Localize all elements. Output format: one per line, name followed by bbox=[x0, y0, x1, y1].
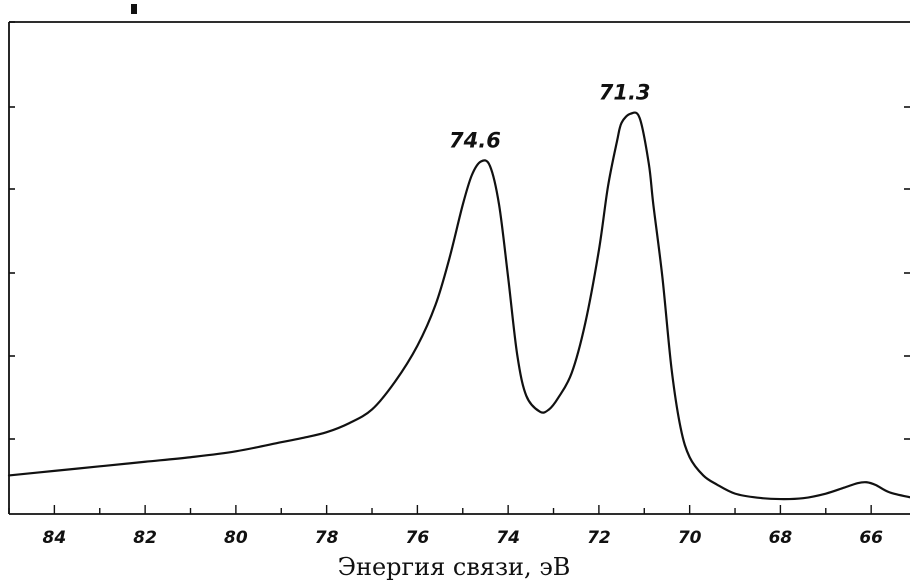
x-axis-title: Энергия связи, эВ bbox=[338, 553, 571, 581]
x-tick-label: 76 bbox=[406, 528, 430, 548]
plot-frame bbox=[8, 4, 910, 515]
x-tick-label: 84 bbox=[43, 528, 67, 548]
x-tick-label: 80 bbox=[224, 528, 248, 548]
x-tick-label: 70 bbox=[678, 528, 702, 548]
x-tick-label: 74 bbox=[496, 528, 520, 548]
x-tick-label: 68 bbox=[769, 528, 793, 548]
spectrum-line-0 bbox=[7, 111, 910, 501]
x-tick-label: 82 bbox=[133, 528, 157, 548]
x-tick-label: 66 bbox=[859, 528, 883, 548]
peak-label-1: 71.3 bbox=[599, 81, 651, 105]
series-layer bbox=[7, 111, 910, 501]
axis-ticks bbox=[8, 21, 910, 514]
peak-label-0: 74.6 bbox=[449, 128, 501, 152]
x-tick-label: 72 bbox=[587, 528, 611, 548]
x-tick-label: 78 bbox=[315, 528, 339, 548]
labels-layer: 84 82 80 78 76 74 72 70 68 66 74.6 71.3 bbox=[43, 81, 884, 548]
cropped-fragment bbox=[131, 4, 137, 14]
